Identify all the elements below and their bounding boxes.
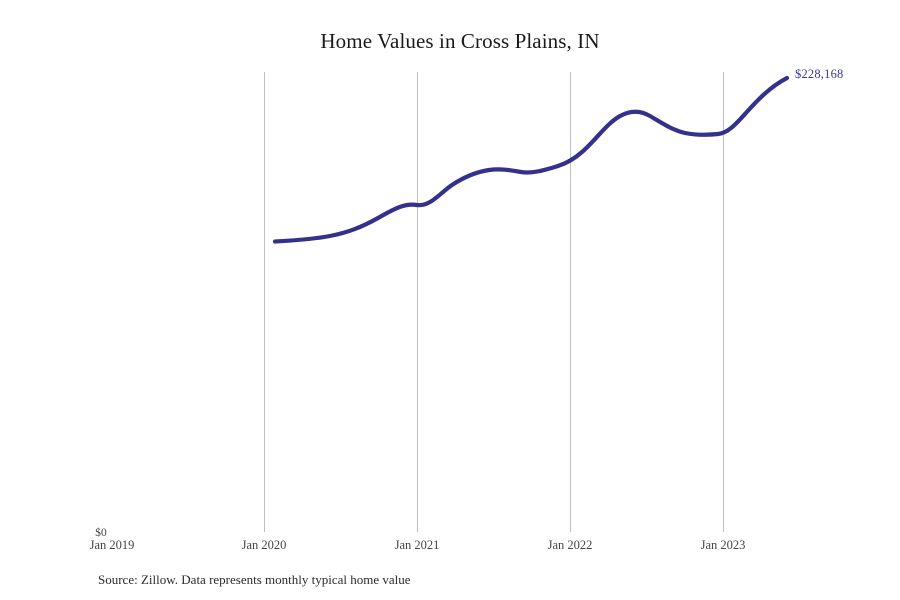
y-axis-zero-label: $0 [95, 527, 107, 539]
chart-title: Home Values in Cross Plains, IN [320, 29, 600, 53]
end-value-annotation: $228,168 [795, 67, 844, 81]
x-tick-label-jan-2020: Jan 2020 [241, 538, 287, 552]
x-tick-label-jan-2021: Jan 2021 [394, 538, 440, 552]
gridlines [264, 72, 724, 532]
x-tick-label-jan-2023: Jan 2023 [700, 538, 746, 552]
x-tick-label-jan-2022: Jan 2022 [547, 538, 593, 552]
source-note: Source: Zillow. Data represents monthly … [98, 572, 411, 587]
home-value-trend-line [272, 75, 790, 244]
x-tick-label-jan-2019: Jan 2019 [89, 538, 135, 552]
